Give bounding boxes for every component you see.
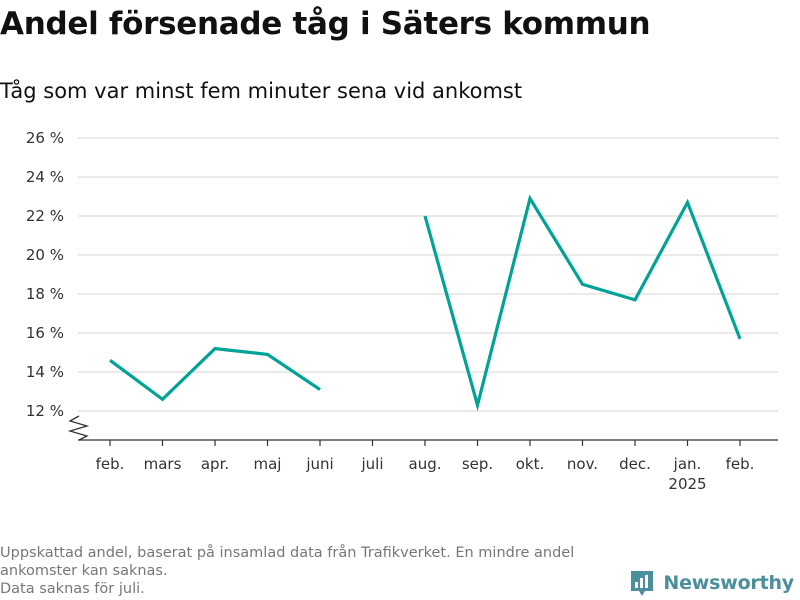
y-tick-label: 18 % (26, 285, 64, 303)
y-tick-label: 14 % (26, 363, 64, 381)
footnote: Uppskattad andel, baserat på insamlad da… (0, 544, 640, 598)
x-year-label: 2025 (668, 475, 706, 493)
y-axis-ticks: 12 % 14 % 16 % 18 % 20 % 22 % 24 % 26 % (26, 129, 64, 420)
y-tick-label: 26 % (26, 129, 64, 147)
x-tick-label: apr. (201, 455, 229, 473)
chart-subtitle: Tåg som var minst fem minuter sena vid a… (0, 79, 523, 103)
footnote-line-2: ankomster kan saknas. (0, 563, 168, 579)
brand-name: Newsworthy (663, 572, 794, 594)
x-tick-label: aug. (409, 455, 442, 473)
x-tick-label: feb. (726, 455, 755, 473)
chart-title: Andel försenade tåg i Säters kommun (0, 6, 651, 42)
x-tick-label: juni (305, 455, 333, 473)
x-tick-label: dec. (619, 455, 651, 473)
line-chart: 12 % 14 % 16 % 18 % 20 % 22 % 24 % 26 % feb. mar… (26, 129, 778, 493)
y-tick-label: 12 % (26, 402, 64, 420)
axis-break-icon (67, 415, 90, 441)
x-tick-label: mars (144, 455, 182, 473)
footnote-line-1: Uppskattad andel, baserat på insamlad da… (0, 545, 575, 561)
y-tick-label: 24 % (26, 168, 64, 186)
x-tick-label: sep. (462, 455, 493, 473)
newsworthy-logo-icon (631, 571, 654, 596)
x-tick-label: feb. (96, 455, 125, 473)
series-line (109, 346, 321, 402)
x-axis-ticks: feb. mars apr. maj juni juli aug. sep. okt. nov. d… (96, 440, 755, 493)
y-tick-label: 16 % (26, 324, 64, 342)
x-tick-label: okt. (516, 455, 545, 473)
x-axis (67, 415, 778, 441)
series-line (423, 194, 742, 412)
x-tick-label: maj (254, 455, 282, 473)
y-tick-label: 20 % (26, 246, 64, 264)
footnote-line-3: Data saknas för juli. (0, 581, 145, 597)
y-tick-label: 22 % (26, 207, 64, 225)
series-lines (109, 194, 742, 412)
x-tick-label: jan. (673, 455, 702, 473)
x-tick-label: juli (360, 455, 383, 473)
grid-lines (78, 137, 778, 412)
brand: Newsworthy (629, 569, 794, 597)
x-tick-label: nov. (567, 455, 598, 473)
